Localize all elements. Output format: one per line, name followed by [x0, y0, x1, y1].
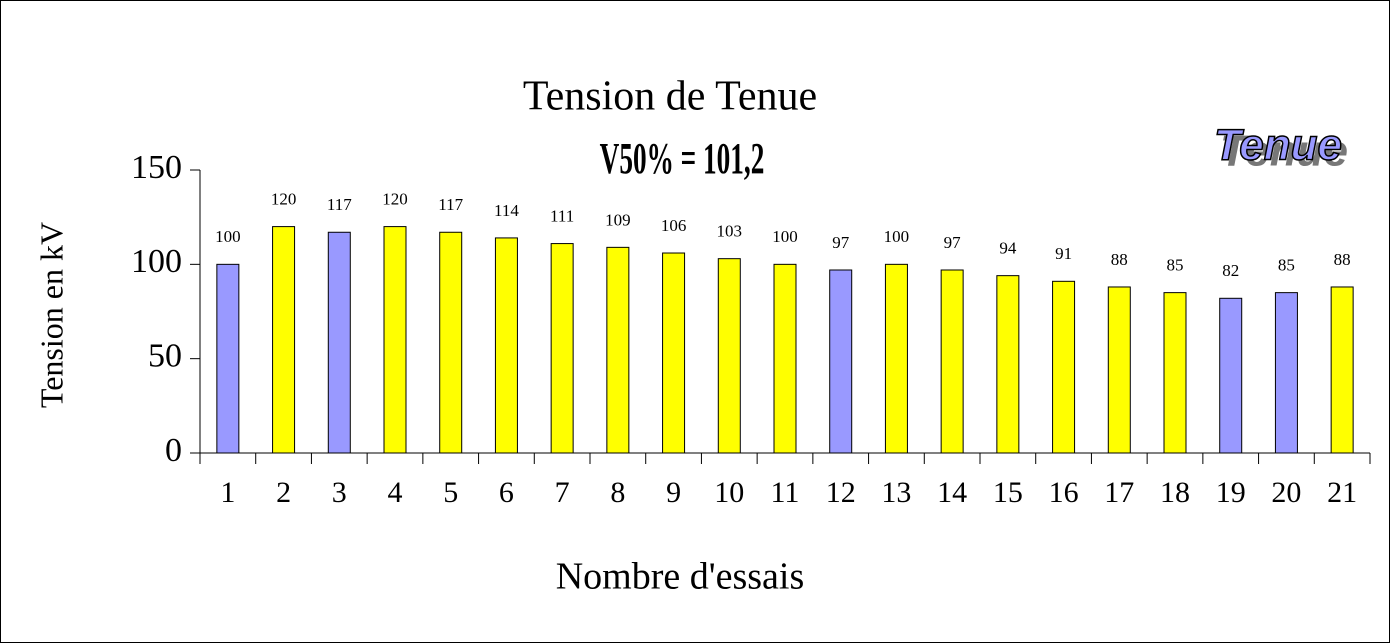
bar: [1274, 292, 1298, 454]
data-label: 97: [944, 233, 962, 252]
x-tick-label: 3: [332, 476, 347, 509]
data-label: 82: [1222, 261, 1239, 280]
x-tick-label: 17: [1104, 476, 1134, 509]
y-tick-label: 150: [131, 149, 182, 186]
bar: [1052, 280, 1076, 454]
bar: [272, 226, 296, 454]
bar: [662, 252, 686, 454]
x-tick-label: 12: [826, 476, 856, 509]
bar: [940, 269, 964, 454]
bar: [383, 226, 407, 454]
bar: [1163, 292, 1187, 454]
bar: [996, 275, 1020, 454]
chart-title: Tension de Tenue: [523, 74, 817, 120]
x-tick-label: 13: [881, 476, 911, 509]
bar: [773, 263, 797, 454]
x-tick-label: 9: [666, 476, 681, 509]
x-tick-label: 2: [276, 476, 291, 509]
data-label: 97: [832, 233, 850, 252]
annotation-shadow: Tenue: [1220, 127, 1348, 176]
data-label: 109: [605, 210, 631, 229]
data-label: 120: [382, 190, 408, 209]
bar: [439, 231, 463, 454]
data-label: 88: [1334, 250, 1351, 269]
x-axis-title: Nombre d'essais: [556, 556, 805, 598]
x-tick-label: 21: [1327, 476, 1357, 509]
x-tick-label: 10: [714, 476, 744, 509]
x-tick-label: 20: [1271, 476, 1301, 509]
bar: [829, 269, 853, 454]
data-label: 91: [1055, 244, 1072, 263]
x-tick-label: 7: [555, 476, 570, 509]
bar: [884, 263, 908, 454]
x-tick-label: 6: [499, 476, 514, 509]
data-label: 106: [661, 216, 687, 235]
bar: [494, 237, 518, 454]
bar: [550, 243, 574, 454]
annotation: V50% = 101,2: [600, 133, 765, 182]
bar: [717, 258, 741, 454]
bar: [1330, 286, 1354, 454]
x-tick-label: 18: [1160, 476, 1190, 509]
data-label: 88: [1111, 250, 1128, 269]
y-axis-title: Tension en kV: [33, 222, 69, 408]
data-label: 120: [271, 190, 297, 209]
data-label: 85: [1167, 256, 1184, 275]
annotation: Tenue: [1214, 121, 1342, 170]
bar: [606, 246, 630, 454]
data-label: 103: [717, 222, 743, 241]
bar: [1219, 297, 1243, 454]
x-tick-label: 16: [1049, 476, 1079, 509]
x-tick-label: 4: [388, 476, 403, 509]
y-tick-label: 50: [148, 337, 182, 374]
x-tick-label: 15: [993, 476, 1023, 509]
data-label: 100: [884, 227, 910, 246]
data-label: 85: [1278, 256, 1295, 275]
data-label: 100: [215, 227, 241, 246]
bar: [327, 231, 351, 454]
data-label: 117: [438, 195, 463, 214]
y-tick-label: 0: [165, 432, 182, 469]
data-label: 94: [999, 239, 1017, 258]
bar: [216, 263, 240, 454]
x-tick-label: 14: [937, 476, 967, 509]
x-tick-label: 11: [771, 476, 800, 509]
x-tick-label: 8: [610, 476, 625, 509]
data-label: 111: [550, 206, 574, 225]
data-label: 114: [494, 201, 519, 220]
x-tick-label: 1: [220, 476, 235, 509]
x-tick-label: 5: [443, 476, 458, 509]
y-tick-label: 100: [131, 243, 182, 280]
bar: [1107, 286, 1131, 454]
x-tick-label: 19: [1216, 476, 1246, 509]
data-label: 117: [327, 195, 352, 214]
data-label: 100: [772, 227, 798, 246]
